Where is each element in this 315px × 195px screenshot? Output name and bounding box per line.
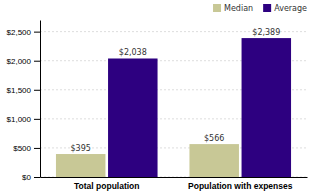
y-axis: $0 $500 $1,000 $1,500 $2,000 $2,500	[7, 21, 41, 183]
y-tick: $0	[22, 173, 40, 182]
tick-label: $1,500	[7, 86, 32, 95]
y-tick: $1,000	[7, 115, 40, 124]
legend-label: Average	[274, 4, 307, 13]
tick-label: Population with expenses	[188, 181, 293, 191]
tick-label: $1,000	[7, 115, 32, 124]
tick-label: $2,500	[7, 28, 32, 37]
legend-item: Median	[213, 4, 253, 13]
legend-label: Median	[224, 4, 253, 13]
tick-mark	[34, 32, 40, 33]
tick-mark	[34, 177, 40, 178]
x-axis: Total population Population with expenses	[41, 178, 308, 192]
x-tick: Population with expenses	[188, 181, 293, 191]
axis-line	[41, 177, 308, 178]
data-label: $2,389	[252, 28, 280, 37]
data-labels: $395 $566 $2,038 $2,389	[71, 28, 281, 153]
chart: $395 $566 $2,038 $2,389 $0 $500 $1,000 $1,500 $2…	[0, 0, 315, 195]
tick-mark	[34, 119, 40, 120]
bar	[189, 144, 238, 177]
tick-label: $500	[13, 144, 31, 153]
tick-label: Total population	[74, 181, 139, 191]
legend-item: Average	[263, 4, 307, 13]
tick-mark	[34, 90, 40, 91]
legend: Average Median	[213, 4, 307, 13]
bar	[56, 154, 105, 177]
bars	[56, 38, 291, 177]
y-tick: $500	[13, 144, 40, 153]
y-tick: $2,500	[7, 28, 40, 37]
plot: $395 $566 $2,038 $2,389 $0 $500 $1,000 $1,500 $2…	[7, 21, 308, 192]
data-label: $566	[204, 134, 224, 143]
x-tick: Total population	[74, 181, 139, 191]
axis-line	[40, 21, 41, 178]
data-label: $395	[71, 144, 91, 153]
tick-mark	[34, 148, 40, 149]
grid	[40, 32, 307, 177]
tick-label: $0	[22, 173, 31, 182]
tick-label: $2,000	[7, 57, 32, 66]
bar	[242, 38, 291, 177]
data-label: $2,038	[119, 48, 147, 57]
tick-mark	[34, 61, 40, 62]
y-tick: $2,000	[7, 57, 40, 66]
bar	[108, 58, 157, 177]
legend-swatch	[213, 4, 221, 12]
y-tick: $1,500	[7, 86, 40, 95]
legend-swatch	[263, 4, 271, 12]
